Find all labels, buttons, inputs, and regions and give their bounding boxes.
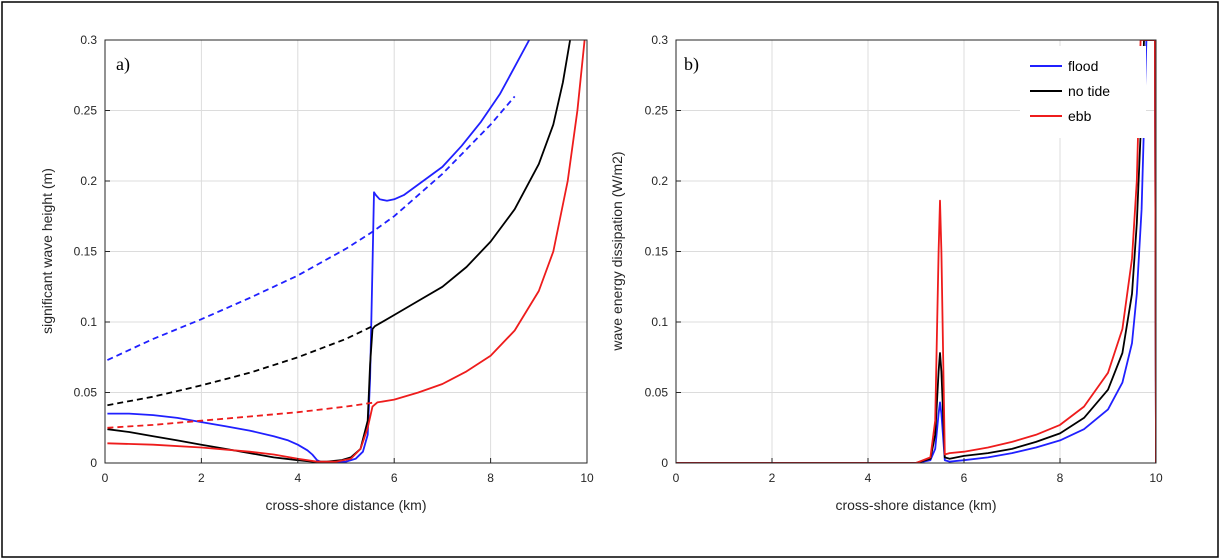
panel-a-label: a) [116, 54, 130, 75]
panel-b-y-tick-label: 0.25 [645, 104, 669, 118]
panel-a-y-tick-label: 0.1 [80, 315, 97, 329]
legend-label-ebb: ebb [1068, 108, 1092, 124]
panel-b-x-tick-label: 6 [961, 471, 968, 485]
panel-a-x-tick-label: 2 [198, 471, 205, 485]
panel-a-y-tick-label: 0.15 [74, 245, 98, 259]
panel-b-series-ebb-solid-line [676, 40, 1156, 463]
legend: flood no tide ebb [1020, 46, 1146, 138]
panel-a-x-axis-label: cross-shore distance (km) [265, 497, 426, 513]
panel-b-x-tick-label: 10 [1149, 471, 1163, 485]
panel-b-series-no-tide-solid-line [676, 40, 1156, 463]
panel-b-y-tick-label: 0 [661, 456, 668, 470]
panel-a-series-cee1c1c-solid-line [107, 40, 586, 463]
panel-b-series [676, 40, 1156, 463]
panel-a-series-c2020ff-dashed-line [107, 95, 516, 361]
panel-a: 0 2 4 6 8 10 0 0.05 0.1 0.15 0.2 0.25 0.3 a) cross-s… [39, 33, 594, 513]
legend-label-no-tide: no tide [1068, 83, 1110, 99]
panel-b-label: b) [684, 54, 699, 75]
panel-b-x-tick-label: 4 [865, 471, 872, 485]
panel-a-x-tick-label: 10 [580, 471, 594, 485]
panel-a-series [107, 40, 586, 463]
panel-a-series-c000000-solid-line [107, 40, 571, 463]
panel-b-x-axis-label: cross-shore distance (km) [835, 497, 996, 513]
panel-a-y-tick-label: 0.25 [74, 104, 98, 118]
panel-a-ticks: 0 2 4 6 8 10 0 0.05 0.1 0.15 0.2 0.25 0.3 [74, 33, 594, 485]
panel-b-y-tick-label: 0.05 [645, 386, 669, 400]
panel-a-series-c2020ff-solid-line [107, 40, 530, 463]
panel-a-x-tick-label: 0 [102, 471, 109, 485]
panel-b-ticks: 0 2 4 6 8 10 0 0.05 0.1 0.15 0.2 0.25 0.3 [645, 33, 1163, 485]
panel-b-y-tick-label: 0.1 [651, 315, 668, 329]
panel-b-y-axis-label: wave energy dissipation (W/m2) [609, 151, 625, 351]
panel-b-x-tick-label: 2 [769, 471, 776, 485]
panel-a-series-c000000-dashed-line [107, 325, 373, 407]
panel-a-series-cee1c1c-dashed-line [107, 401, 376, 429]
panel-b-y-tick-label: 0.3 [651, 33, 668, 47]
panel-a-x-tick-label: 4 [294, 471, 301, 485]
panel-a-x-tick-label: 8 [487, 471, 494, 485]
panel-b-series-flood-solid-line [676, 40, 1156, 463]
legend-label-flood: flood [1068, 58, 1098, 74]
panel-b: 0 2 4 6 8 10 0 0.05 0.1 0.15 0.2 0.25 0.3 b) cross-s… [609, 33, 1163, 513]
panel-a-y-tick-label: 0.3 [80, 33, 97, 47]
panel-a-y-axis-label: significant wave height (m) [39, 168, 55, 334]
panel-b-y-tick-label: 0.2 [651, 174, 668, 188]
panel-a-y-tick-label: 0.2 [80, 174, 97, 188]
panel-b-y-tick-label: 0.15 [645, 245, 669, 259]
panel-b-x-tick-label: 0 [673, 471, 680, 485]
panel-b-x-tick-label: 8 [1057, 471, 1064, 485]
panel-a-x-tick-label: 6 [391, 471, 398, 485]
panel-a-y-tick-label: 0 [90, 456, 97, 470]
panel-a-y-tick-label: 0.05 [74, 386, 98, 400]
